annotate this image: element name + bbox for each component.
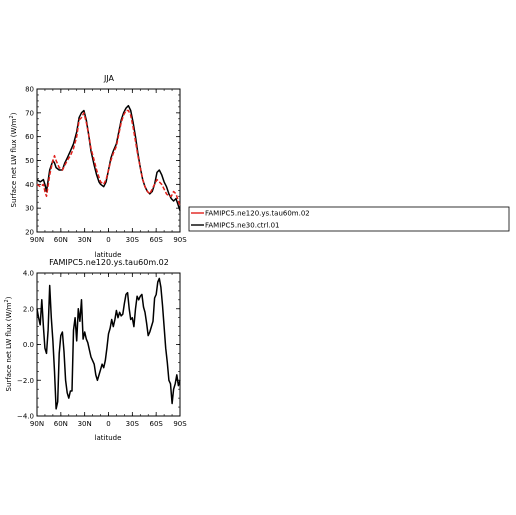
legend: FAMIPC5.ne120.ys.tau60m.02 FAMIPC5.ne30.… [188,206,510,232]
chart-jja-panel: JJA 90N 60N 30N 0 30S 60S 90S 20 30 40 50 60 70 80 la… [9,74,187,259]
y-axis-label-sup: 2 [4,299,10,302]
x-tick-label: 90N [30,420,44,428]
y-axis-label: Surface net LW flux (W/m2) [4,296,13,391]
series-lines [36,104,181,211]
y-tick-label: 50 [25,157,34,165]
y-axis-label-close: ) [5,296,13,299]
y-tick-label: 20 [25,229,34,237]
x-tick-label: 60S [149,236,163,244]
x-axis-label: latitude [95,251,122,259]
y-tick-label: −2.0 [17,377,34,385]
x-tick-label: 30S [126,236,140,244]
x-tick-label: 60N [54,236,68,244]
legend-label-ne30: FAMIPC5.ne30.ctrl.01 [205,222,280,230]
y-tick-label: 70 [25,109,34,117]
x-axis-label: latitude [95,434,122,442]
y-axis-label-main: Surface net LW flux (W/m [5,302,13,391]
y-tick-label: 60 [25,133,34,141]
legend-box [188,206,510,232]
chart-title: FAMIPC5.ne120.ys.tau60m.02 [49,258,169,267]
axis-ticks: 90N 60N 30N 0 30S 60S 90S 20 30 40 50 60 70 80 [25,86,187,245]
y-axis-label-sup: 2 [9,115,15,118]
y-tick-label: 80 [25,86,34,94]
x-tick-label: 90S [173,420,187,428]
x-tick-label: 30N [78,236,92,244]
y-tick-label: 4.0 [23,270,34,278]
y-axis-label: Surface net LW flux (W/m2) [9,112,18,207]
y-tick-label: 40 [25,181,34,189]
y-axis-label-close: ) [10,112,18,115]
series-lines [36,277,181,410]
plot-frame [36,88,181,233]
series-line [36,277,181,410]
x-tick-label: 0 [106,236,110,244]
chart-difference-panel: FAMIPC5.ne120.ys.tau60m.02 90N 60N 30N 0 30S… [4,258,187,442]
x-tick-label: 30S [126,420,140,428]
y-tick-label: 30 [25,205,34,213]
axis-ticks: 90N 60N 30N 0 30S 60S 90S −4.0 −2.0 0.0 2.0 4.0 [17,270,187,429]
x-tick-label: 0 [106,420,110,428]
x-tick-label: 90S [173,236,187,244]
y-tick-label: 0.0 [23,341,34,349]
y-tick-label: 2.0 [23,305,34,313]
x-tick-label: 60N [54,420,68,428]
legend-label-ne120: FAMIPC5.ne120.ys.tau60m.02 [205,210,310,218]
y-tick-label: −4.0 [17,413,34,421]
chart-title: JJA [103,74,115,83]
series-line-famipc5-ne120-ys-tau60m-02 [36,109,181,207]
x-tick-label: 90N [30,236,44,244]
series-line-famipc5-ne30-ctrl-01 [36,104,181,211]
x-tick-label: 60S [149,420,163,428]
y-axis-label-main: Surface net LW flux (W/m [10,118,18,207]
x-tick-label: 30N [78,420,92,428]
